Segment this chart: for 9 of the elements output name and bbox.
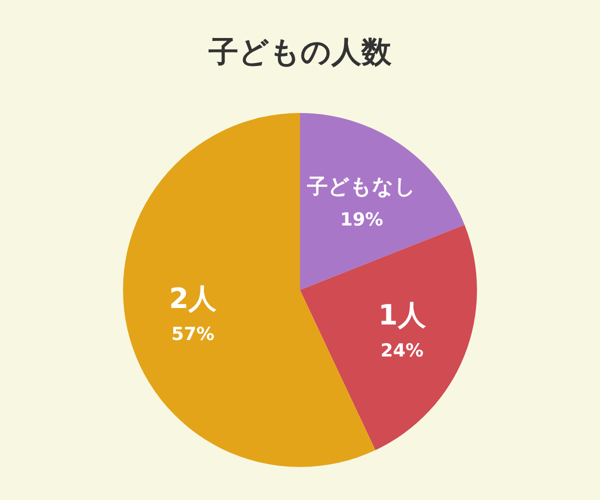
slice-label: 子どもなし bbox=[306, 174, 416, 198]
pie-slice bbox=[300, 113, 465, 290]
slice-label: 1人 bbox=[378, 298, 427, 332]
pie-slice bbox=[300, 224, 477, 450]
chart-title: 子どもの人数 bbox=[208, 35, 392, 70]
data-label: 24% bbox=[380, 340, 424, 362]
slice-label: 2人 bbox=[169, 282, 218, 315]
data-label: 19% bbox=[340, 209, 384, 230]
data-label: 57% bbox=[171, 324, 214, 345]
